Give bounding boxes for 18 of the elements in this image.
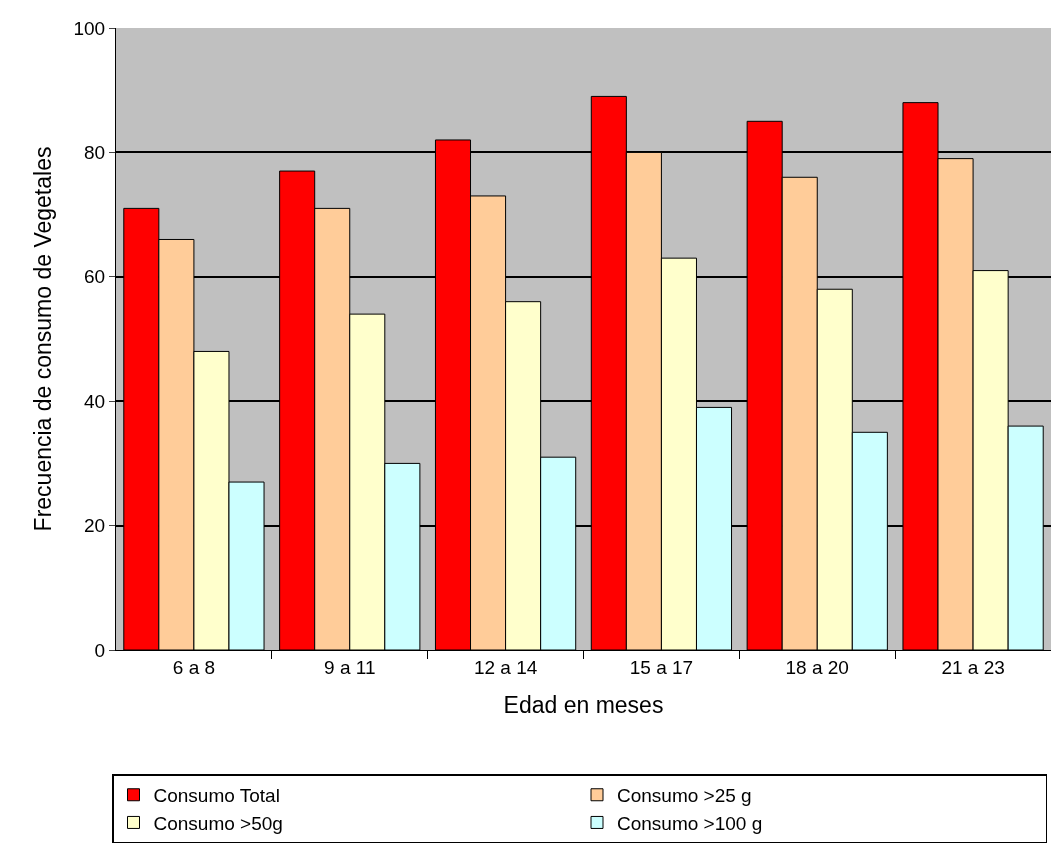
legend-label: Consumo >50g — [153, 812, 283, 834]
y-tick-label: 100 — [73, 17, 106, 39]
y-tick-label: 20 — [84, 515, 106, 537]
y-tick-label: 0 — [94, 639, 106, 661]
legend-label: Consumo >25 g — [617, 785, 752, 807]
x-axis-title: Edad en meses — [503, 692, 664, 719]
y-axis-title: Frecuencia de consumo de Vegetales — [29, 146, 56, 532]
x-tick-label: 18 a 20 — [785, 656, 849, 678]
x-tick-label: 15 a 17 — [629, 656, 694, 678]
x-tick-label: 21 a 23 — [941, 656, 1005, 678]
x-tick-label: 9 a 11 — [324, 656, 376, 678]
x-tick-label: 12 a 14 — [473, 656, 538, 678]
y-tick-label: 60 — [84, 266, 106, 288]
y-tick-label: 80 — [84, 142, 106, 164]
x-tick-label: 6 a 8 — [172, 656, 216, 678]
y-tick-label: 40 — [84, 390, 106, 412]
legend-label: Consumo Total — [153, 785, 280, 807]
legend-label: Consumo >100 g — [617, 812, 763, 834]
